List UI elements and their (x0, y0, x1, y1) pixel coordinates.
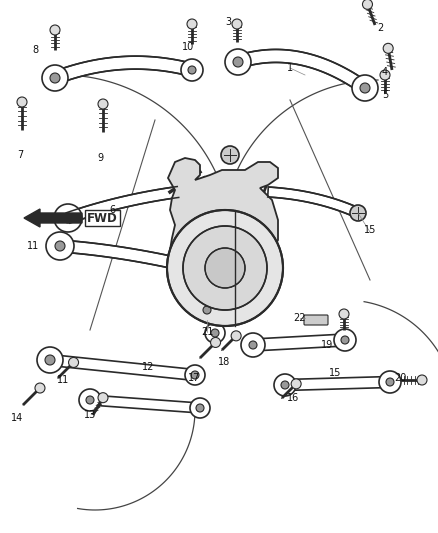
Circle shape (196, 299, 218, 321)
Text: 6: 6 (109, 205, 115, 215)
Circle shape (231, 331, 241, 341)
Circle shape (380, 70, 390, 80)
Circle shape (46, 232, 74, 260)
Polygon shape (60, 240, 176, 269)
Polygon shape (66, 187, 179, 223)
Circle shape (241, 333, 265, 357)
Circle shape (37, 347, 63, 373)
Circle shape (221, 146, 239, 164)
Text: 20: 20 (394, 373, 406, 383)
Circle shape (54, 204, 82, 232)
Circle shape (45, 355, 55, 365)
Circle shape (225, 49, 251, 75)
Circle shape (334, 329, 356, 351)
Polygon shape (168, 158, 278, 302)
Circle shape (35, 383, 45, 393)
Text: 21: 21 (201, 327, 213, 337)
Text: 18: 18 (218, 357, 230, 367)
Text: 12: 12 (142, 362, 154, 372)
Circle shape (360, 83, 370, 93)
Polygon shape (49, 354, 195, 381)
Circle shape (274, 374, 296, 396)
Circle shape (50, 25, 60, 35)
Polygon shape (53, 56, 194, 84)
Circle shape (196, 404, 204, 412)
Text: 17: 17 (188, 373, 200, 383)
Circle shape (17, 97, 27, 107)
Circle shape (211, 337, 221, 348)
Circle shape (98, 99, 108, 109)
Circle shape (187, 19, 197, 29)
Text: 22: 22 (294, 313, 306, 323)
Circle shape (203, 306, 211, 314)
Circle shape (341, 336, 349, 344)
Circle shape (383, 43, 393, 53)
Circle shape (55, 241, 65, 251)
Text: 15: 15 (329, 368, 341, 378)
Circle shape (339, 309, 349, 319)
Circle shape (291, 379, 301, 389)
Circle shape (183, 226, 267, 310)
Text: 4: 4 (382, 67, 388, 77)
Circle shape (191, 371, 199, 379)
Text: 19: 19 (321, 340, 333, 350)
FancyBboxPatch shape (304, 315, 328, 325)
Text: FWD: FWD (87, 212, 118, 224)
Text: 5: 5 (382, 90, 388, 100)
FancyArrow shape (24, 209, 82, 227)
Polygon shape (285, 376, 390, 391)
Polygon shape (90, 395, 200, 413)
Text: 15: 15 (364, 225, 376, 235)
Circle shape (352, 75, 378, 101)
Text: 9: 9 (97, 153, 103, 163)
Circle shape (190, 398, 210, 418)
Circle shape (69, 358, 78, 367)
Text: 1: 1 (287, 63, 293, 73)
Text: 2: 2 (377, 23, 383, 33)
Circle shape (167, 210, 283, 326)
Text: 13: 13 (84, 410, 96, 420)
Circle shape (63, 213, 73, 223)
Text: 7: 7 (17, 150, 23, 160)
Text: 11: 11 (57, 375, 69, 385)
Polygon shape (236, 50, 369, 93)
Text: 10: 10 (182, 42, 194, 52)
Circle shape (86, 396, 94, 404)
Circle shape (379, 371, 401, 393)
Circle shape (205, 323, 225, 343)
Circle shape (181, 59, 203, 81)
Circle shape (350, 205, 366, 221)
Circle shape (50, 73, 60, 83)
Circle shape (211, 329, 219, 337)
Circle shape (232, 19, 242, 29)
Text: 11: 11 (27, 241, 39, 251)
Circle shape (281, 381, 289, 389)
Text: 14: 14 (11, 413, 23, 423)
Circle shape (98, 393, 108, 402)
Circle shape (205, 248, 245, 288)
Text: 3: 3 (225, 17, 231, 27)
Circle shape (188, 66, 196, 74)
Circle shape (79, 389, 101, 411)
Circle shape (233, 57, 243, 67)
Circle shape (42, 65, 68, 91)
Circle shape (363, 0, 372, 9)
Text: 8: 8 (32, 45, 38, 55)
Circle shape (185, 365, 205, 385)
Circle shape (417, 375, 427, 385)
Polygon shape (253, 334, 345, 351)
Text: 16: 16 (287, 393, 299, 403)
Circle shape (386, 378, 394, 386)
Polygon shape (268, 187, 360, 217)
Circle shape (249, 341, 257, 349)
